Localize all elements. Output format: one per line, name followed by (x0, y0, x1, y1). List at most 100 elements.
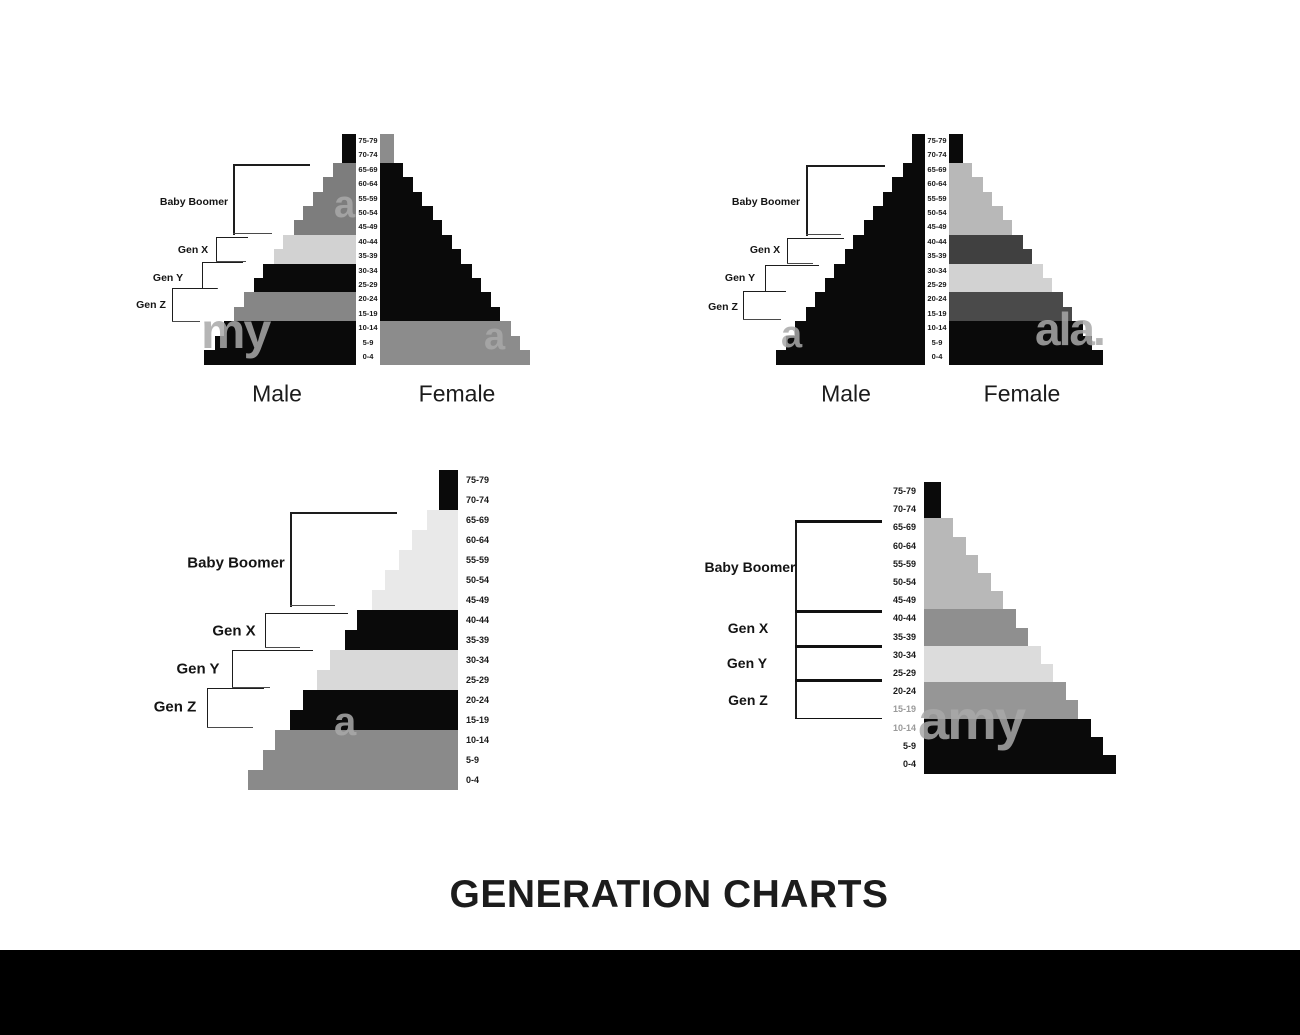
bar-female-20-24 (949, 292, 1063, 308)
age-label: 45-49 (927, 222, 947, 232)
bar-male-10-14 (795, 321, 925, 336)
generation-bracket (743, 291, 786, 320)
generation-bracket-foot (787, 263, 813, 264)
age-label: 70-74 (892, 504, 916, 515)
age-label: 0-4 (931, 352, 943, 361)
generation-bracket (216, 237, 248, 262)
age-label: 70-74 (466, 495, 490, 505)
age-label: 75-79 (892, 486, 916, 496)
bar-male-45-49 (293, 220, 356, 236)
generation-label-gen-y: Gen Y (176, 660, 220, 678)
bar-10-14 (275, 730, 458, 751)
generation-bracket-foot (207, 727, 253, 728)
age-label: 15-19 (358, 308, 378, 318)
bar-15-19 (924, 700, 1078, 719)
generation-label-gen-x: Gen X (177, 244, 209, 256)
age-label: 65-69 (358, 164, 378, 174)
generation-bracket-foot (172, 321, 200, 322)
bar-0-4 (248, 770, 458, 791)
bar-female-0-4 (380, 350, 530, 365)
age-label: 50-54 (892, 577, 916, 587)
bar-male-50-54 (302, 206, 356, 221)
age-label: 10-14 (358, 323, 378, 333)
bar-female-15-19 (949, 306, 1073, 322)
bar-female-5-9 (949, 335, 1093, 351)
alamy-footer-bar: alamy Image ID: 2E1GRER www.alamy.com (0, 950, 1300, 1035)
watermark-text: a (334, 700, 356, 744)
age-label: 45-49 (466, 595, 490, 605)
generation-bracket (787, 238, 844, 264)
age-label: 20-24 (358, 294, 378, 304)
bar-male-55-59 (313, 191, 356, 207)
generation-bracket (765, 265, 819, 292)
bar-30-34 (329, 650, 458, 671)
age-label: 40-44 (927, 236, 947, 246)
bar-50-54 (924, 573, 992, 592)
age-label: 35-39 (892, 631, 916, 642)
age-label: 75-79 (466, 475, 490, 485)
bar-male-5-9 (786, 335, 925, 351)
generation-bracket (265, 613, 348, 648)
generation-label-gen-x: Gen X (749, 244, 781, 256)
generation-divider-line (795, 678, 882, 682)
generation-bracket (233, 164, 310, 235)
generation-bracket (202, 262, 243, 289)
age-label: 50-54 (358, 208, 378, 217)
bar-5-9 (262, 750, 458, 771)
bar-40-44 (924, 609, 1017, 628)
generation-label-baby-boomer: Baby Boomer (159, 196, 229, 208)
generation-bracket (172, 288, 217, 322)
watermark-text: a (781, 314, 802, 356)
age-label: 50-54 (927, 208, 947, 217)
age-label: 5-9 (466, 755, 480, 765)
generation-label-gen-x: Gen X (727, 620, 769, 636)
age-label: 60-64 (927, 179, 947, 189)
bar-60-64 (924, 536, 967, 556)
bar-female-75-79 (949, 134, 963, 149)
bar-female-70-74 (949, 148, 963, 164)
bar-female-10-14 (380, 321, 511, 336)
age-label: 10-14 (927, 323, 947, 333)
age-label: 25-29 (466, 675, 490, 685)
watermark-text: amy (918, 688, 1026, 751)
bar-female-35-39 (380, 249, 461, 264)
age-label: 35-39 (927, 251, 947, 261)
age-label: 5-9 (362, 337, 374, 347)
bar-male-65-69 (902, 162, 925, 178)
bar-male-15-19 (805, 306, 925, 322)
age-label: 45-49 (358, 222, 378, 232)
generation-bracket-foot (216, 261, 246, 262)
generation-divider-line (795, 717, 882, 719)
bar-5-9 (924, 736, 1103, 756)
bar-female-70-74 (380, 148, 394, 164)
age-label: 10-14 (466, 735, 490, 745)
generation-divider-line (795, 644, 882, 648)
bar-male-75-79 (342, 134, 356, 149)
generation-bracket (806, 165, 885, 236)
generation-label-gen-y: Gen Y (726, 655, 768, 671)
bar-female-30-34 (949, 263, 1043, 279)
age-label: 10-14 (892, 722, 916, 733)
age-label: 60-64 (358, 179, 378, 189)
bar-female-15-19 (380, 306, 500, 322)
generation-bracket-foot (743, 319, 781, 320)
age-label: 35-39 (466, 635, 490, 645)
bar-female-20-24 (380, 292, 491, 308)
age-label: 75-79 (358, 136, 378, 145)
generation-label-gen-x: Gen X (212, 622, 256, 640)
bar-35-39 (924, 627, 1028, 647)
bar-male-40-44 (283, 234, 356, 250)
age-label: 20-24 (466, 695, 490, 705)
bar-female-5-9 (380, 335, 520, 351)
age-label: 15-19 (892, 704, 916, 715)
age-label: 25-29 (927, 280, 947, 289)
bar-male-5-9 (214, 335, 356, 351)
bar-male-40-44 (853, 234, 925, 250)
bar-55-59 (399, 550, 458, 571)
bar-female-30-34 (380, 263, 472, 279)
bar-70-74 (439, 490, 458, 511)
watermark-text: my (201, 303, 271, 359)
age-label: 70-74 (358, 150, 378, 160)
age-label: 55-59 (892, 558, 916, 569)
bar-female-40-44 (949, 234, 1023, 250)
